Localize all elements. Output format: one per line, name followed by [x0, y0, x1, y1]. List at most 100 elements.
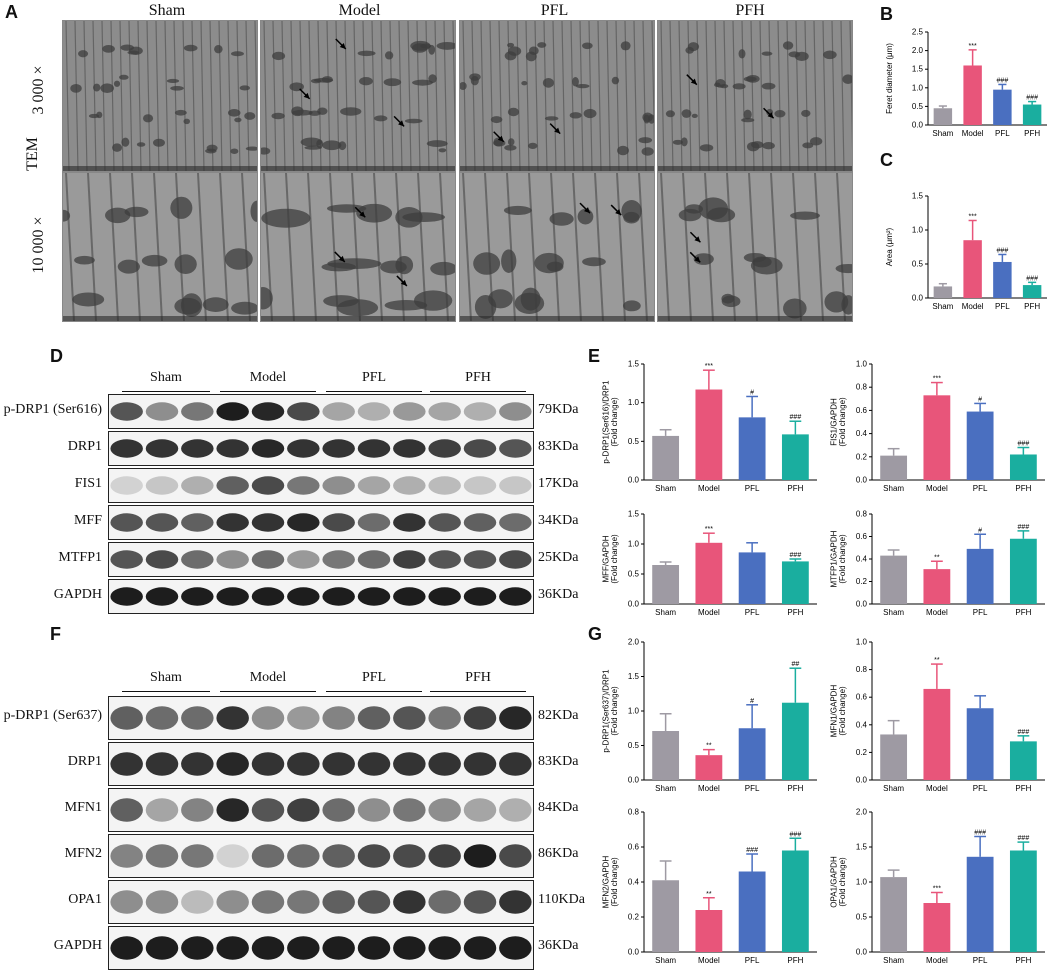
y-axis-label: MFN1/GAPDH(Fold change) — [829, 685, 847, 738]
x-tick-label: Model — [962, 302, 984, 311]
chart-e-mtfp1: MTFP1/GAPDH(Fold change) 0.0 0.2 0.4 0.6 0.8 S… — [829, 510, 1045, 617]
panel-letter-d: D — [50, 346, 63, 366]
chart-g-p-drp1-ser637: p-DRP1(Ser637)/DRP1(Fold change) 0.0 0.5 1.… — [601, 638, 817, 793]
significance-label: ** — [706, 743, 712, 750]
y-axis-label: Feret diameter (μm) — [885, 43, 894, 114]
x-tick-label: PFH — [787, 608, 803, 617]
blot-d-row-label: MTFP1 — [58, 549, 102, 565]
bar-sham — [933, 286, 953, 298]
y-tick-label: 1.5 — [912, 192, 924, 201]
x-tick-label: PFL — [745, 484, 760, 493]
bar-sham — [652, 565, 680, 604]
blot-f-group-line — [220, 691, 316, 692]
blot-d-kda-label: 36KDa — [538, 586, 579, 602]
blot-f-group-line — [430, 691, 526, 692]
y-tick-label: 0.0 — [628, 600, 640, 609]
bar-pfl — [738, 552, 766, 604]
blot-d-kda-label: 17KDa — [538, 475, 579, 491]
y-tick-label: 2.0 — [912, 46, 924, 55]
chart-e-fis1: FIS1/GAPDH(Fold change) 0.0 0.2 0.4 0.6 0.8 1.… — [829, 360, 1045, 493]
blot-f-kda-label: 36KDa — [538, 938, 579, 953]
blot-d-kda-label: 25KDa — [538, 549, 579, 565]
y-tick-label: 0.5 — [912, 102, 924, 111]
tem-micrograph — [657, 20, 853, 172]
panel-letter-e: E — [588, 346, 601, 366]
bar-model — [963, 65, 982, 125]
y-tick-label: 1.5 — [912, 65, 924, 74]
y-tick-label: 0.8 — [628, 808, 640, 817]
bar-pfh — [1022, 104, 1042, 125]
y-tick-label: 0.0 — [912, 121, 924, 130]
y-tick-label: 1.0 — [856, 638, 868, 647]
y-axis-label: MFF/GAPDH(Fold change) — [601, 534, 619, 584]
chart-b-feret-diameter: Feret diameter (μm) 0.0 0.5 1.0 1.5 2.0 2.5 Sha… — [885, 28, 1047, 138]
x-tick-label: Sham — [932, 302, 953, 311]
bar-pfh — [781, 434, 809, 480]
x-tick-label: PFH — [787, 484, 803, 493]
blot-d-row-label: MFF — [73, 512, 102, 528]
bar-pfl — [966, 856, 994, 952]
blot-d-group-label: Sham — [150, 370, 182, 385]
blot-d-group-line — [430, 391, 526, 392]
bar-pfl — [993, 89, 1012, 125]
chart-g-opa1: OPA1/GAPDH(Fold change) 0.0 0.5 1.0 1.5 2.0 Sh… — [829, 808, 1045, 965]
bar-pfh — [1009, 850, 1037, 952]
x-tick-label: PFH — [1015, 956, 1031, 965]
y-tick-label: 0.6 — [856, 532, 868, 541]
y-tick-label: 0.5 — [912, 260, 924, 269]
y-tick-label: 0.2 — [628, 913, 640, 922]
blot-f-row-label: MFN1 — [64, 800, 102, 815]
blot-d-blot-strip — [108, 431, 534, 466]
y-tick-label: 0.0 — [856, 600, 868, 609]
significance-label: # — [978, 396, 982, 403]
blot-d-kda-label: 83KDa — [538, 438, 579, 454]
x-tick-label: Model — [698, 484, 720, 493]
y-tick-label: 0.4 — [856, 429, 868, 438]
x-tick-label: PFL — [995, 302, 1010, 311]
significance-label: ### — [974, 830, 986, 837]
bar-pfl — [993, 261, 1012, 298]
blot-f-blot-strip — [108, 926, 534, 970]
x-tick-label: PFH — [1015, 608, 1031, 617]
panel-letter-g: G — [588, 624, 603, 644]
bar-sham — [880, 555, 908, 604]
bar-pfl — [738, 728, 766, 780]
blot-f-group-label: Model — [249, 670, 287, 685]
blot-d-row-label: DRP1 — [67, 438, 102, 454]
y-tick-label: 1.5 — [856, 843, 868, 852]
y-axis-label: MFN2/GAPDH(Fold change) — [601, 856, 619, 909]
blot-f-blot-strip — [108, 880, 534, 924]
x-tick-label: PFH — [1015, 784, 1031, 793]
bar-pfh — [1022, 285, 1042, 298]
x-tick-label: Sham — [883, 784, 904, 793]
blot-f-blot-strip — [108, 742, 534, 786]
blot-f-blot-strip — [108, 834, 534, 878]
bar-sham — [652, 435, 680, 480]
significance-label: ### — [997, 77, 1009, 84]
blot-f-kda-label: 110KDa — [538, 892, 585, 907]
x-tick-label: Sham — [883, 608, 904, 617]
y-tick-label: 0.2 — [856, 577, 868, 586]
chart-c-area: Area (μm²) 0.0 0.5 1.0 1.5 Sham *** Model ### PFL… — [885, 192, 1047, 311]
tem-mag-3000: 3 000 × — [30, 65, 47, 115]
y-tick-label: 1.0 — [856, 360, 868, 369]
blot-d-group-line — [326, 391, 422, 392]
blot-d-group-label: PFH — [465, 370, 491, 385]
blot-d-group-label: PFL — [361, 370, 387, 385]
chart-g-mfn2: MFN2/GAPDH(Fold change) 0.0 0.2 0.4 0.6 0.8 Sh… — [601, 808, 817, 965]
x-tick-label: PFL — [973, 484, 988, 493]
y-tick-label: 0.6 — [856, 693, 868, 702]
blot-f-group-line — [122, 691, 210, 692]
y-tick-label: 0.5 — [628, 570, 640, 579]
y-tick-label: 1.0 — [628, 707, 640, 716]
significance-label: ** — [934, 554, 940, 561]
significance-label: ** — [934, 657, 940, 664]
blot-d-row-label: p-DRP1 (Ser616) — [3, 401, 102, 417]
blot-d-group-label: Model — [249, 370, 287, 385]
y-tick-label: 0.5 — [628, 741, 640, 750]
blot-d-blot-strip — [108, 394, 534, 429]
blot-d-blot-strip — [108, 579, 534, 614]
x-tick-label: Sham — [655, 484, 676, 493]
significance-label: ### — [1018, 729, 1030, 736]
blot-f-kda-label: 82KDa — [538, 708, 579, 723]
